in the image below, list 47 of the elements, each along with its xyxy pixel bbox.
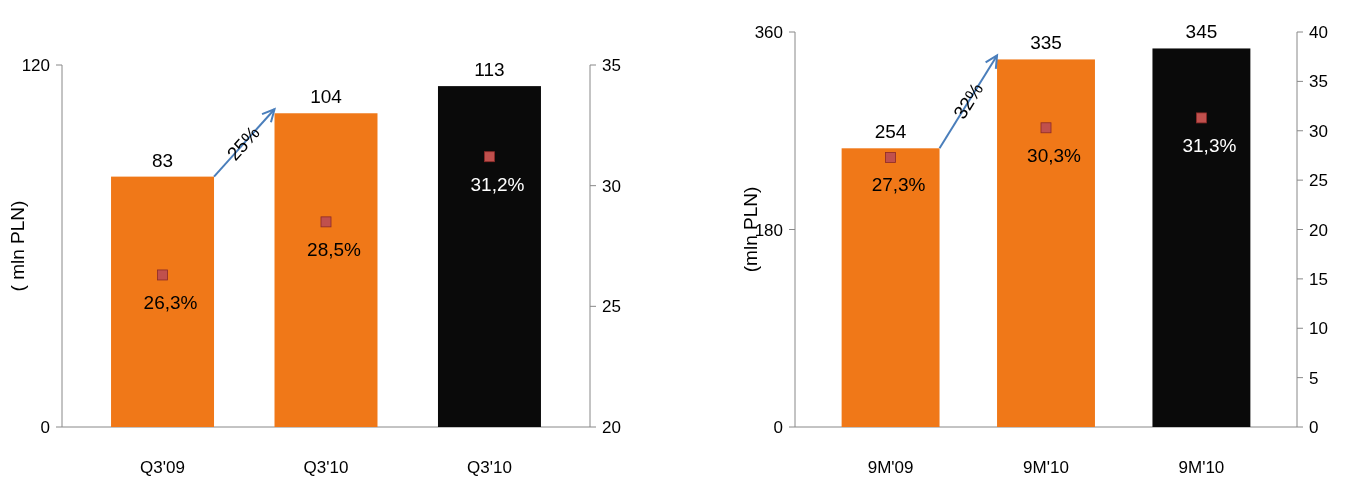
bar — [841, 148, 940, 427]
y2-tick-label: 15 — [1309, 269, 1328, 289]
point — [484, 151, 495, 163]
y2-tick-label: 30 — [1309, 121, 1328, 141]
data-label: 27,3% — [871, 174, 926, 196]
x-tick-label: 9M'10 — [1023, 458, 1069, 477]
y-axis-title: ( mln PLN) — [7, 200, 28, 292]
data-label: 30,3% — [1027, 144, 1082, 166]
y2-tick-label: 0 — [1309, 418, 1319, 437]
y2-tick-label: 30 — [602, 176, 621, 196]
y2-tick-label: 35 — [602, 56, 621, 75]
data-label: 31,3% — [1182, 134, 1237, 156]
point — [1040, 122, 1052, 134]
bar — [997, 59, 1095, 427]
y-tick-label: 360 — [754, 23, 783, 42]
bar — [437, 86, 541, 427]
data-label: 254 — [874, 121, 907, 143]
data-label: 31,2% — [470, 173, 525, 195]
bar — [1152, 48, 1251, 427]
point — [885, 152, 896, 163]
y2-tick-label: 40 — [1309, 23, 1328, 42]
data-label: 28,5% — [307, 238, 362, 260]
x-tick-label: Q3'09 — [140, 458, 185, 477]
y2-tick-label: 35 — [1309, 72, 1328, 92]
point — [320, 216, 332, 228]
x-tick-label: Q3'10 — [303, 458, 349, 477]
y2-tick-label: 25 — [1309, 171, 1328, 191]
data-label: 113 — [474, 59, 505, 81]
data-label: 83 — [151, 149, 174, 171]
x-tick-label: 9M'10 — [1178, 458, 1225, 477]
y2-tick-label: 25 — [602, 297, 621, 317]
bar — [111, 176, 215, 427]
x-tick-label: Q3'10 — [467, 458, 512, 477]
data-label: 104 — [310, 86, 343, 108]
point — [157, 269, 168, 281]
x-tick-label: 9M'09 — [867, 458, 914, 477]
y-tick-label: 0 — [773, 418, 783, 437]
y2-tick-label: 10 — [1309, 319, 1328, 339]
y2-tick-label: 20 — [1309, 220, 1328, 240]
data-label: 345 — [1185, 21, 1218, 43]
point — [1196, 112, 1207, 124]
bar — [274, 113, 378, 427]
data-label: 26,3% — [143, 291, 198, 313]
y2-tick-label: 5 — [1309, 368, 1319, 388]
y-tick-label: 120 — [21, 56, 50, 75]
y2-tick-label: 20 — [602, 418, 621, 437]
data-label: 335 — [1030, 32, 1062, 54]
